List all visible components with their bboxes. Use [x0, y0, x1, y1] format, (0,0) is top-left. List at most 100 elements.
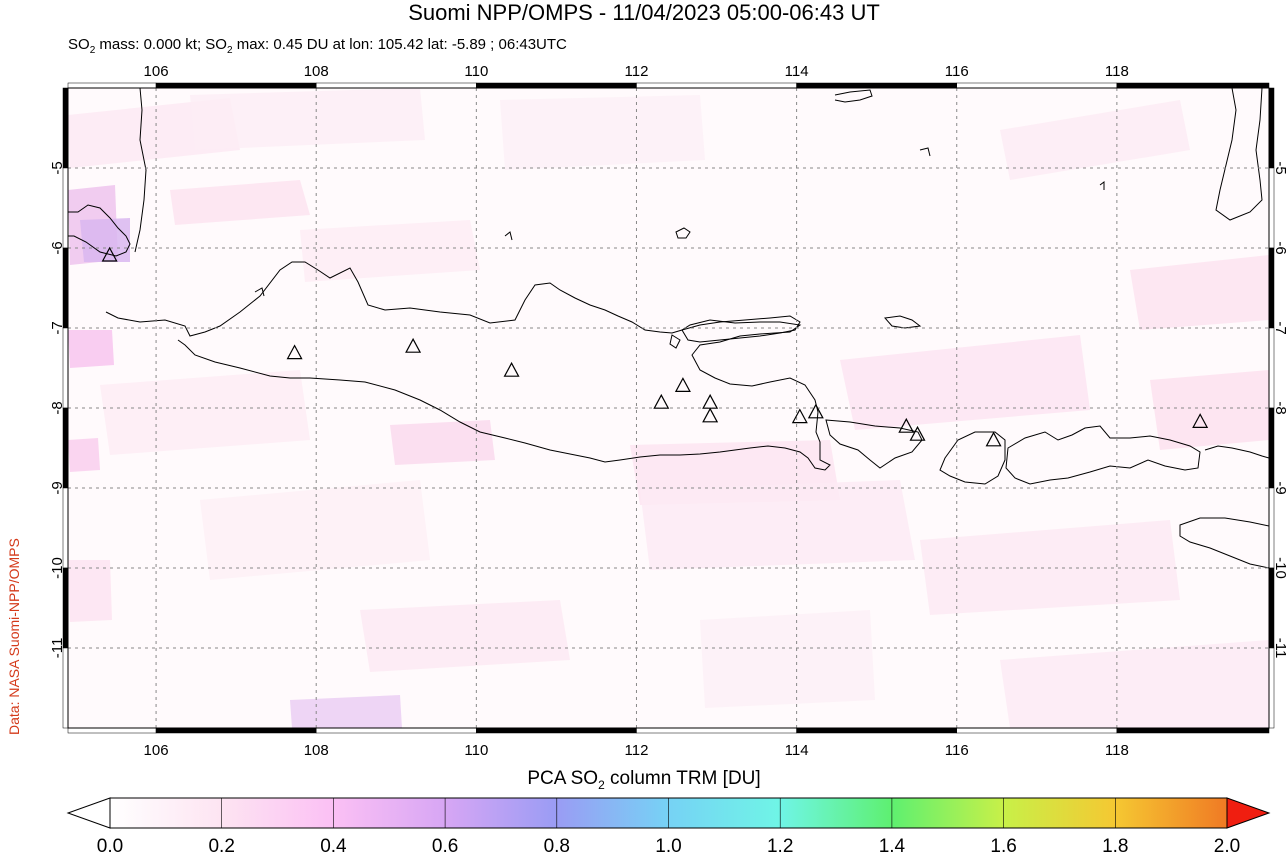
so2-swath [170, 180, 310, 225]
coastline-islet [919, 147, 931, 157]
frame-band-bottom [67, 727, 157, 734]
so2-swath [68, 560, 112, 622]
lon-tick-label-top: 108 [304, 63, 329, 80]
frame-band-right [1268, 327, 1275, 409]
colorbar-min-arrow [66, 797, 111, 829]
coastline-sumbawa [1005, 425, 1201, 485]
volcano-triangle-icon [101, 246, 118, 262]
volcano-triangle-icon [674, 377, 691, 392]
lon-tick-label-bottom: 110 [464, 742, 488, 759]
colorbar-title-prefix: PCA SO [527, 768, 599, 789]
lat-tick-label-left: -8 [49, 401, 66, 414]
lon-tick-label-top: 106 [144, 63, 169, 80]
frame-band-top [636, 82, 797, 89]
coastline-bawean [675, 227, 691, 239]
colorbar-tick-label: 1.0 [655, 836, 681, 855]
colorbar-tick-label: 1.6 [990, 836, 1016, 855]
coastline-java-north [105, 261, 831, 471]
coastline-islet [669, 334, 681, 349]
volcano-markers [101, 246, 1209, 447]
colorbar-tick-label: 0.0 [97, 836, 123, 855]
frame-band-top [155, 82, 317, 89]
frame-band-right [1268, 87, 1275, 169]
coastline-sumatra-west [134, 88, 147, 253]
frame-band-left [62, 87, 69, 169]
colorbar: 0.0 0.2 0.4 0.6 0.8 1.0 1.2 1.4 1.6 1.8 2.0 [66, 797, 1271, 855]
lat-tick-label-right: -7 [1272, 321, 1288, 334]
lon-tick-label-top: 114 [785, 63, 809, 80]
graticule [68, 88, 1269, 728]
frame-band-bottom [956, 727, 1118, 734]
coastlines [68, 88, 1269, 569]
frame-band-left [62, 167, 69, 249]
so2-swath [300, 220, 480, 282]
lat-tick-label-left: -11 [49, 638, 66, 659]
frame-band-left [62, 567, 69, 649]
so2-summary: SO2 mass: 0.000 kt; SO2 max: 0.45 DU at … [68, 36, 567, 56]
coastline-islet [1099, 181, 1105, 190]
so2-swath [68, 438, 100, 472]
frame-band-top [1116, 82, 1270, 89]
frame-band-bottom [476, 727, 637, 734]
so2-swath [360, 600, 570, 672]
lat-tick-label-right: -8 [1272, 401, 1288, 414]
so2-swath [80, 218, 130, 262]
frame-band-bottom [1116, 727, 1270, 734]
volcano-triangle-icon [405, 337, 422, 353]
volcano-triangle-icon [702, 407, 719, 423]
axis-labels: 106 106 108 108 110 110 112 112 114 114 116 116 118 1… [49, 63, 1288, 759]
volcano-triangle-icon [791, 408, 808, 424]
colorbar-title-suffix: column TRM [DU] [604, 768, 761, 789]
coastline-sumatra [68, 204, 131, 257]
frame-band-top [956, 82, 1118, 89]
volcano-triangle-icon [503, 361, 520, 377]
colorbar-tick-label: 0.6 [432, 836, 458, 855]
so2-swath [840, 335, 1090, 430]
volcano-triangle-icon [807, 403, 824, 419]
map-border [67, 87, 1270, 729]
colorbar-tick-label: 0.8 [544, 836, 570, 855]
colorbar-tick-label: 1.8 [1102, 836, 1128, 855]
frame-band-right [1268, 247, 1275, 329]
frame-band-bottom [636, 727, 797, 734]
lon-tick-label-bottom: 114 [785, 742, 809, 759]
lat-tick-label-right: -5 [1272, 161, 1288, 174]
lon-tick-label-top: 112 [625, 63, 649, 80]
so2-label-1: SO [68, 36, 90, 53]
colorbar-tick-label: 0.2 [208, 836, 234, 855]
lon-tick-label-bottom: 112 [625, 742, 649, 759]
so2-swath [68, 330, 114, 368]
lon-tick-label-bottom: 108 [304, 742, 329, 759]
frame-band-bottom [155, 727, 317, 734]
so2-swath [390, 420, 495, 465]
frame-band-right [1268, 487, 1275, 569]
lat-tick-label-left: -5 [49, 161, 66, 174]
frame-band-top [315, 82, 477, 89]
lat-tick-label-left: -10 [49, 557, 66, 579]
colorbar-tick-label: 1.2 [767, 836, 793, 855]
colorbar-max-arrow [1226, 797, 1271, 829]
coastline-sumba [1179, 517, 1269, 569]
lat-tick-label-left: -9 [49, 481, 66, 494]
frame-band-bottom [796, 727, 957, 734]
volcano-triangle-icon [1192, 413, 1209, 428]
colorbar-title: PCA SO2 column TRM [DU] [0, 768, 1288, 792]
coastline-islet [504, 231, 513, 241]
coastline-islet [254, 287, 265, 297]
frame-band-left [62, 327, 69, 409]
coastline-sulawesi [1215, 88, 1263, 221]
so2-swath [1000, 100, 1190, 180]
so2-subscript-2: 2 [226, 45, 233, 56]
lat-tick-label-right: -9 [1272, 481, 1288, 494]
colorbar-tick-label: 1.4 [879, 836, 906, 855]
volcano-triangle-icon [898, 417, 915, 433]
so2-swath [700, 610, 875, 708]
colorbar-ticks: 0.0 0.2 0.4 0.6 0.8 1.0 1.2 1.4 1.6 1.8 2.0 [97, 798, 1240, 855]
lat-tick-label-right: -11 [1272, 638, 1288, 659]
lon-tick-label-bottom: 118 [1105, 742, 1129, 759]
frame-band-bottom [315, 727, 477, 734]
volcano-triangle-icon [653, 393, 670, 409]
so2-swath [100, 370, 310, 455]
coastline-madura [681, 315, 801, 343]
